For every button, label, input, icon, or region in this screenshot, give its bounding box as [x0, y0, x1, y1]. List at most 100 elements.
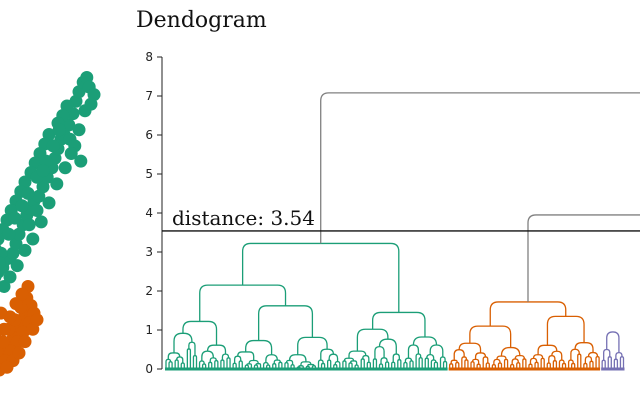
- scatter-point: [15, 287, 29, 301]
- dendrogram-link: [619, 356, 625, 369]
- dendrogram-link: [522, 358, 527, 369]
- y-tick-label: 7: [145, 89, 153, 103]
- scatter-point: [52, 123, 66, 137]
- cut-line-group: distance: 3.54: [162, 206, 640, 232]
- dendrogram-link: [464, 359, 469, 369]
- dendrogram-link: [198, 360, 205, 369]
- dendrogram-link: [606, 331, 620, 353]
- dendrogram-link: [288, 354, 307, 362]
- dendrogram-link: [349, 360, 358, 365]
- dendrogram-link: [471, 358, 480, 365]
- dendrogram-link: [503, 358, 509, 369]
- dendrogram-link: [574, 342, 594, 353]
- scatter-point: [58, 161, 72, 175]
- scatter-point: [36, 164, 50, 178]
- dendrogram-link: [201, 350, 214, 361]
- dendrogram-link: [248, 359, 259, 364]
- dendrogram-link: [245, 339, 273, 355]
- dendrogram-link: [412, 336, 438, 346]
- dendrogram-link: [300, 361, 312, 366]
- scatter-point: [64, 147, 78, 160]
- dendrogram-link: [404, 357, 413, 363]
- dendrogram-link: [378, 338, 397, 355]
- scatter-point: [8, 211, 22, 225]
- scatter-point: [12, 346, 26, 360]
- chart-title: Dendogram: [136, 8, 267, 33]
- y-tick-label: 4: [145, 206, 153, 220]
- dendrogram-link: [552, 360, 558, 369]
- y-tick-label: 2: [145, 284, 153, 298]
- dendrogram-link: [516, 362, 521, 369]
- dendrogram-link: [546, 315, 585, 346]
- dendrogram-link: [265, 354, 278, 363]
- scatter-point: [21, 186, 35, 200]
- dendrogram-link: [455, 361, 460, 369]
- dendrogram-link: [493, 358, 501, 365]
- dendrogram-link: [469, 325, 512, 348]
- dendrogram-link: [470, 361, 475, 369]
- dendrogram-link: [320, 92, 640, 244]
- scatter-point: [0, 345, 4, 357]
- dendrogram-link: [415, 353, 422, 369]
- scatter-point: [30, 313, 44, 327]
- dendrogram-link: [589, 360, 594, 369]
- dendrogram-link: [371, 311, 426, 338]
- dendrogram-link: [244, 364, 249, 369]
- dendrogram-link: [439, 356, 446, 369]
- scatter-point: [0, 280, 11, 293]
- dendrogram-link: [551, 350, 563, 361]
- y-tick-label: 8: [145, 50, 153, 64]
- scatter-point: [10, 259, 24, 273]
- dendrogram-link: [442, 360, 448, 369]
- scatter-point: [0, 335, 10, 349]
- scatter-point: [22, 218, 36, 232]
- scatter-point: [3, 270, 17, 284]
- dendrogram-link: [307, 363, 315, 367]
- dendrogram-link: [595, 356, 600, 369]
- scatter-point: [26, 232, 40, 246]
- scatter-point: [46, 139, 60, 153]
- scatter-point: [30, 204, 44, 217]
- cluster-green: [165, 242, 448, 371]
- dendrogram: [165, 92, 640, 371]
- y-axis: 0 1 2 3 4 5 6 7 8: [145, 50, 163, 376]
- dendrogram-link: [348, 350, 367, 359]
- scatter-point: [42, 196, 56, 210]
- dendrogram-link: [374, 345, 385, 359]
- scatter-point: [0, 246, 8, 260]
- y-tick-label: 6: [145, 128, 153, 142]
- dendrogram-link: [476, 363, 481, 369]
- dendrogram-link: [430, 359, 437, 369]
- scatter-point: [0, 306, 8, 320]
- dendrogram-link: [206, 344, 227, 355]
- dendrogram-link: [450, 359, 458, 364]
- dendrogram-link: [453, 349, 465, 361]
- dendrogram-link: [461, 356, 468, 369]
- dendrogram-link: [527, 214, 640, 302]
- dendrogram-link: [577, 353, 582, 369]
- dendrogram-link: [237, 351, 255, 361]
- dendrogram-link: [297, 336, 328, 355]
- dendrogram-link: [192, 354, 198, 369]
- scatter-point: [0, 322, 11, 336]
- scatter-point: [50, 177, 64, 191]
- dendrogram-link: [489, 301, 567, 327]
- y-tick-label: 3: [145, 245, 153, 259]
- scatter-point: [18, 335, 32, 349]
- dendrogram-link: [246, 363, 253, 369]
- dendrogram-link: [241, 242, 400, 313]
- dendrogram-link: [514, 354, 526, 359]
- dendrogram-link: [232, 362, 237, 369]
- scatter-plot: [0, 71, 101, 377]
- dendrogram-link: [607, 356, 612, 369]
- dendrogram-link: [238, 360, 243, 369]
- dendrogram-link: [220, 359, 225, 369]
- cluster-purple: [601, 331, 625, 371]
- y-tick-label: 5: [145, 167, 153, 181]
- dendrogram-link: [168, 361, 173, 369]
- dendrogram-link: [397, 359, 402, 369]
- dendrogram-link: [360, 358, 365, 369]
- scatter-point: [2, 227, 16, 241]
- scatter-point: [18, 243, 32, 257]
